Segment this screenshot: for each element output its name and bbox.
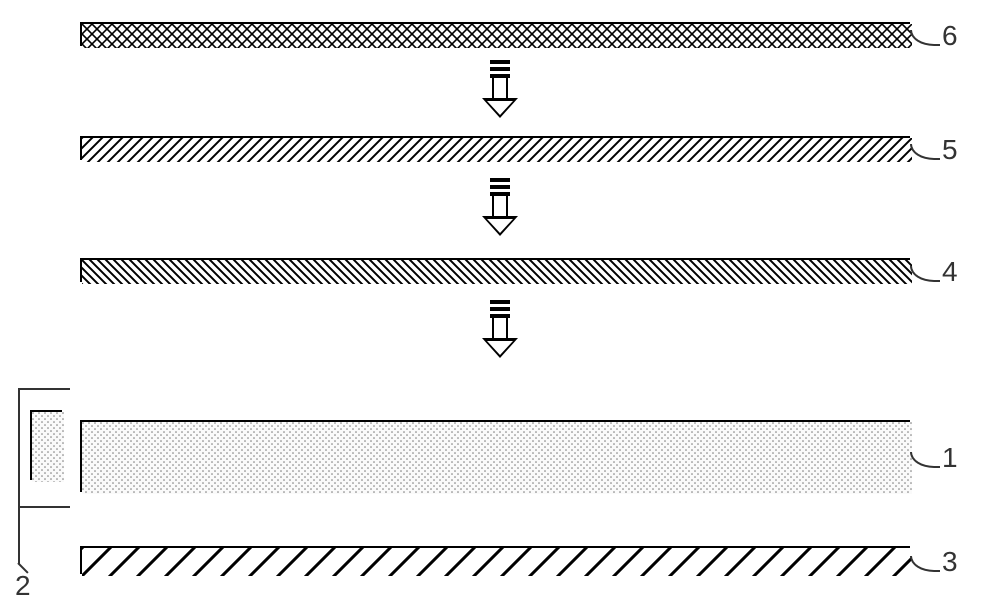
layer-6 — [80, 22, 910, 46]
layer-2 — [30, 410, 62, 480]
arrow-2-head — [482, 216, 518, 236]
label-5: 5 — [942, 134, 958, 166]
arrow-3-bar-2 — [490, 307, 510, 311]
leader-3 — [910, 556, 940, 572]
leader-5 — [910, 144, 940, 160]
arrow-1-shaft — [492, 78, 508, 100]
label-6: 6 — [942, 20, 958, 52]
layer-4 — [80, 258, 910, 282]
layer-3 — [80, 546, 910, 574]
label-4: 4 — [942, 256, 958, 288]
arrow-1-head — [482, 98, 518, 118]
arrow-3-shaft — [492, 318, 508, 340]
arrow-2-bar-2 — [490, 185, 510, 189]
arrow-1-bar-1 — [490, 60, 510, 64]
bracket-2-left — [18, 388, 20, 506]
layer-5 — [80, 136, 910, 160]
bracket-2-bottom — [18, 506, 70, 508]
arrow-2-bar-1 — [490, 178, 510, 182]
arrow-1-bar-2 — [490, 67, 510, 71]
label-1: 1 — [942, 442, 958, 474]
arrow-3-head — [482, 338, 518, 358]
leader-6 — [910, 30, 940, 46]
bracket-2-top — [18, 388, 70, 390]
leader-1 — [910, 452, 940, 468]
leader-2 — [18, 506, 20, 564]
arrow-2-shaft — [492, 196, 508, 218]
layer-1 — [80, 420, 910, 492]
label-3: 3 — [942, 546, 958, 578]
label-2: 2 — [15, 570, 31, 602]
leader-4 — [910, 266, 940, 282]
arrow-3-bar-1 — [490, 300, 510, 304]
